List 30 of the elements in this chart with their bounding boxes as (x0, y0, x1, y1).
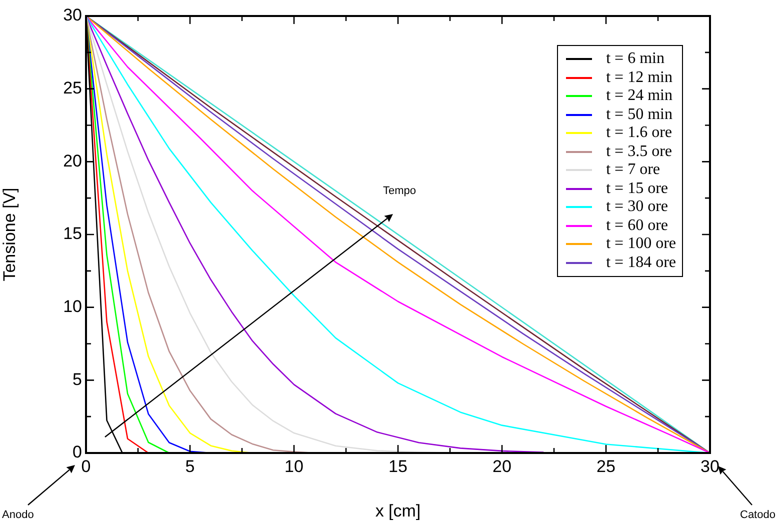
x-axis-title: x [cm] (375, 501, 421, 520)
legend-label: t = 100 ore (606, 235, 676, 254)
y-tick-label: 25 (63, 78, 82, 98)
legend-label: t = 12 min (606, 68, 672, 87)
legend-label: t = 60 ore (606, 216, 668, 235)
legend-label: t = 184 ore (606, 254, 676, 272)
legend-label: t = 6 min (606, 50, 664, 68)
annotation: Tempo (383, 185, 416, 197)
legend-label: t = 50 min (606, 106, 672, 124)
x-tick-label: 5 (185, 456, 195, 476)
x-tick-label: 15 (388, 456, 408, 476)
y-tick-label: 5 (72, 370, 82, 389)
y-tick-label: 10 (63, 297, 82, 316)
x-tick-label: 30 (700, 456, 720, 476)
y-axis-title: Tensione [V] (0, 188, 19, 282)
legend-label: t = 30 ore (606, 198, 668, 216)
legend-label: t = 7 ore (606, 161, 660, 180)
y-tick-label: 0 (72, 442, 82, 462)
y-tick-label: 15 (63, 224, 82, 244)
legend-label: t = 3.5 ore (606, 142, 672, 161)
y-tick-label: 30 (63, 6, 82, 25)
legend-label: t = 15 ore (606, 180, 668, 198)
legend-label: t = 1.6 ore (606, 124, 672, 142)
text: Anodo (2, 509, 34, 521)
x-tick-label: 20 (492, 456, 512, 476)
legend-label: t = 24 min (606, 87, 672, 106)
x-tick-label: 10 (284, 456, 304, 476)
x-tick-label: 25 (596, 456, 616, 476)
text: Catodo (740, 509, 776, 521)
y-tick-label: 20 (63, 151, 82, 170)
